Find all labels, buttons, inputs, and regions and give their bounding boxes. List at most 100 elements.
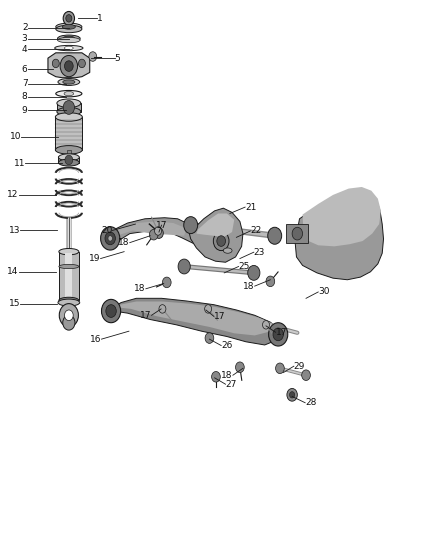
- Text: 18: 18: [118, 238, 130, 247]
- Ellipse shape: [55, 113, 82, 121]
- Circle shape: [162, 277, 171, 288]
- Text: 14: 14: [7, 268, 19, 276]
- Ellipse shape: [64, 46, 73, 50]
- Circle shape: [60, 55, 78, 77]
- Text: 17: 17: [156, 221, 167, 230]
- Text: 1: 1: [97, 14, 103, 23]
- Polygon shape: [196, 214, 234, 237]
- Circle shape: [205, 333, 214, 343]
- Circle shape: [63, 101, 74, 114]
- Circle shape: [212, 372, 220, 382]
- Text: 15: 15: [9, 299, 20, 308]
- Polygon shape: [117, 221, 186, 236]
- Circle shape: [213, 231, 229, 251]
- Circle shape: [149, 229, 158, 240]
- Text: 30: 30: [318, 287, 330, 296]
- Text: 29: 29: [294, 362, 305, 370]
- Circle shape: [89, 52, 97, 61]
- Circle shape: [155, 228, 163, 238]
- Polygon shape: [113, 302, 273, 335]
- Circle shape: [268, 322, 288, 346]
- Bar: [67, 150, 71, 155]
- Bar: [55, 117, 82, 150]
- Circle shape: [266, 276, 275, 287]
- Circle shape: [159, 305, 166, 313]
- Circle shape: [64, 61, 73, 71]
- Text: 17: 17: [140, 311, 152, 320]
- Text: 12: 12: [7, 190, 19, 199]
- Circle shape: [273, 328, 283, 341]
- Polygon shape: [303, 187, 381, 246]
- Circle shape: [205, 305, 212, 313]
- Ellipse shape: [55, 146, 82, 154]
- Ellipse shape: [57, 108, 81, 116]
- Ellipse shape: [64, 92, 74, 96]
- Circle shape: [236, 362, 244, 373]
- Text: 2: 2: [22, 23, 28, 33]
- Text: 18: 18: [243, 281, 254, 290]
- Circle shape: [155, 227, 162, 235]
- Text: 9: 9: [22, 106, 28, 115]
- Polygon shape: [189, 208, 243, 262]
- Text: 17: 17: [276, 328, 287, 337]
- Text: 18: 18: [134, 284, 146, 293]
- Bar: [59, 252, 79, 301]
- Circle shape: [217, 236, 226, 246]
- Ellipse shape: [56, 91, 82, 97]
- Text: 4: 4: [22, 45, 28, 54]
- Circle shape: [184, 216, 198, 233]
- Circle shape: [268, 227, 282, 244]
- Text: 27: 27: [226, 379, 237, 389]
- Circle shape: [276, 363, 284, 374]
- Text: 17: 17: [214, 312, 225, 321]
- Circle shape: [78, 59, 85, 68]
- Ellipse shape: [57, 35, 80, 42]
- Ellipse shape: [58, 78, 80, 85]
- Text: 11: 11: [14, 159, 25, 167]
- Circle shape: [52, 59, 59, 68]
- Circle shape: [106, 305, 116, 317]
- Circle shape: [66, 14, 72, 22]
- Text: 19: 19: [89, 254, 101, 263]
- Text: 21: 21: [245, 203, 257, 212]
- Circle shape: [102, 300, 120, 322]
- Text: 7: 7: [22, 79, 28, 88]
- Text: 20: 20: [101, 226, 113, 235]
- Circle shape: [292, 227, 303, 240]
- Text: 23: 23: [254, 248, 265, 257]
- Bar: [65, 253, 72, 300]
- Text: 18: 18: [222, 370, 233, 379]
- Ellipse shape: [63, 80, 75, 84]
- Ellipse shape: [58, 154, 79, 161]
- Ellipse shape: [57, 37, 80, 43]
- Circle shape: [248, 265, 260, 280]
- Ellipse shape: [58, 299, 80, 306]
- Circle shape: [101, 227, 120, 250]
- Bar: [286, 224, 308, 243]
- Ellipse shape: [59, 264, 79, 269]
- Circle shape: [65, 155, 73, 165]
- Text: 26: 26: [221, 341, 233, 350]
- Text: 3: 3: [22, 34, 28, 43]
- Circle shape: [64, 310, 73, 320]
- Bar: [57, 103, 81, 112]
- Text: 22: 22: [251, 227, 261, 236]
- Circle shape: [59, 304, 78, 327]
- Ellipse shape: [56, 23, 82, 30]
- Circle shape: [287, 389, 297, 401]
- Ellipse shape: [56, 25, 82, 33]
- Ellipse shape: [62, 25, 75, 29]
- Ellipse shape: [58, 159, 79, 166]
- Ellipse shape: [223, 248, 232, 253]
- Polygon shape: [48, 53, 90, 78]
- Ellipse shape: [55, 45, 83, 51]
- Text: 8: 8: [22, 92, 28, 101]
- Circle shape: [63, 316, 75, 330]
- Polygon shape: [106, 298, 280, 345]
- Ellipse shape: [59, 297, 79, 304]
- Circle shape: [105, 232, 116, 245]
- Ellipse shape: [59, 248, 79, 255]
- Circle shape: [108, 236, 113, 241]
- Text: 28: 28: [305, 398, 317, 407]
- Text: 6: 6: [22, 64, 28, 74]
